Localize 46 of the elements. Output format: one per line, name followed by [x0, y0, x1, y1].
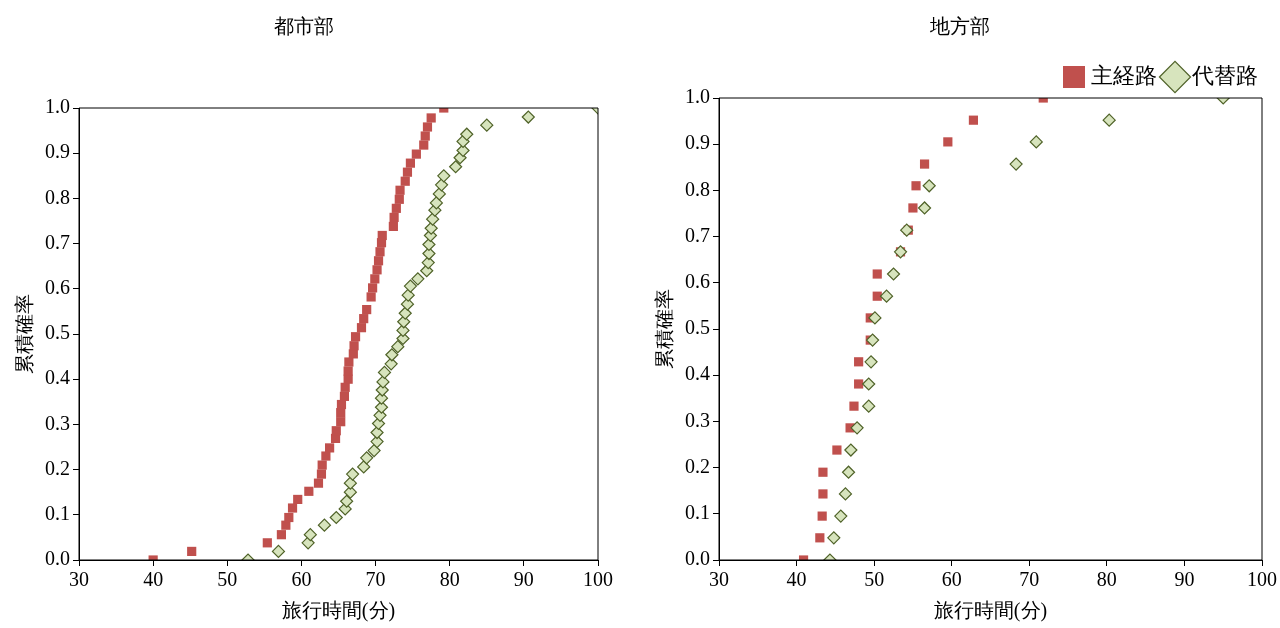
x-tick-label: 90	[1174, 568, 1195, 591]
x-tick-label: 60	[291, 568, 312, 591]
x-tick-label: 70	[365, 568, 386, 591]
y-tick-label: 1.0	[45, 95, 70, 118]
y-tick-label: 0.2	[685, 454, 710, 477]
x-tick-label: 80	[439, 568, 460, 591]
y-tick-label: 1.0	[685, 85, 710, 108]
y-tick-label: 0.7	[685, 223, 710, 246]
chart-title: 都市部	[274, 15, 334, 38]
y-tick-label: 0.0	[685, 547, 710, 570]
x-tick-label: 90	[513, 568, 534, 591]
legend-label: 主経路	[1091, 62, 1157, 88]
y-axis-title: 累積確率	[13, 294, 36, 374]
legend-label: 代替路	[1191, 62, 1258, 88]
y-tick-label: 0.5	[45, 321, 70, 344]
x-tick-label: 80	[1096, 568, 1117, 591]
y-tick-label: 0.3	[45, 411, 70, 434]
y-tick-label: 0.8	[45, 185, 70, 208]
x-tick-label: 30	[69, 568, 89, 591]
y-tick-label: 0.2	[45, 456, 70, 479]
y-tick-label: 0.9	[45, 140, 70, 163]
x-tick-label: 30	[709, 568, 729, 591]
x-tick-label: 60	[941, 568, 962, 591]
x-tick-label: 70	[1019, 568, 1040, 591]
x-tick-label: 40	[143, 568, 164, 591]
y-tick-label: 0.5	[685, 316, 710, 339]
y-tick-label: 0.1	[45, 502, 70, 525]
x-tick-label: 100	[1247, 568, 1277, 591]
x-tick-label: 40	[786, 568, 807, 591]
y-axis-title: 累積確率	[653, 289, 676, 369]
y-tick-label: 0.6	[45, 276, 70, 299]
y-tick-label: 0.7	[45, 230, 70, 253]
y-tick-label: 0.1	[685, 501, 710, 524]
y-tick-label: 0.0	[45, 547, 70, 570]
x-tick-label: 50	[217, 568, 238, 591]
y-tick-label: 0.4	[685, 362, 710, 385]
y-tick-label: 0.9	[685, 131, 710, 154]
x-tick-label: 100	[583, 568, 613, 591]
x-tick-label: 50	[864, 568, 885, 591]
y-tick-label: 0.8	[685, 177, 710, 200]
chart-title: 地方部	[929, 15, 990, 38]
y-tick-label: 0.4	[45, 366, 70, 389]
x-axis-title: 旅行時間(分)	[281, 599, 396, 623]
y-tick-label: 0.3	[685, 408, 710, 431]
y-tick-label: 0.6	[685, 270, 710, 293]
x-axis-title: 旅行時間(分)	[933, 599, 1048, 623]
